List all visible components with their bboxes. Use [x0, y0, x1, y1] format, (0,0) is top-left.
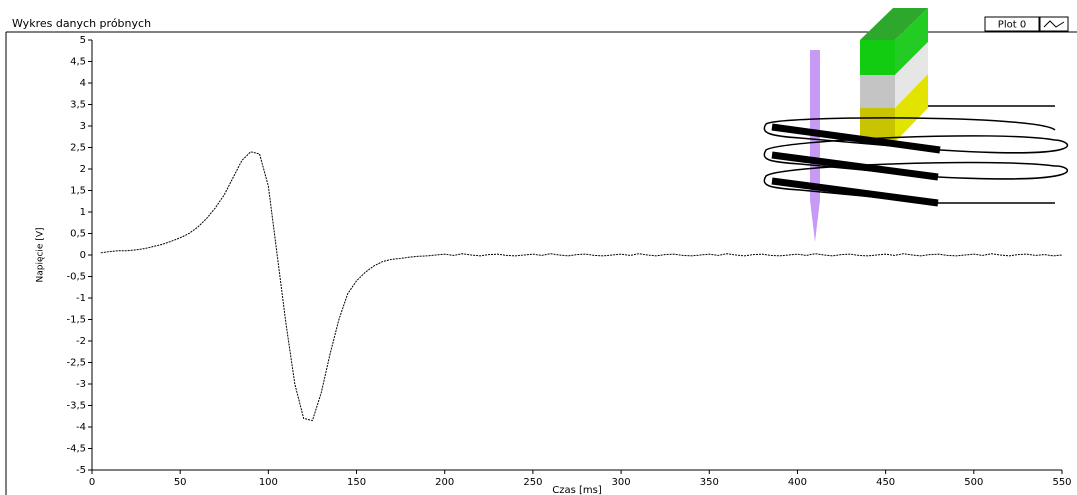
y-tick-label: -0,5 [66, 272, 86, 283]
y-tick-label: -3 [76, 379, 86, 390]
y-tick-label: -4,5 [66, 444, 86, 455]
y-tick-label: 4 [80, 78, 86, 89]
block-green [860, 40, 895, 75]
y-tick-label: -1,5 [66, 315, 86, 326]
y-tick-label: -1 [76, 293, 86, 304]
y-tick-label: 3,5 [70, 100, 86, 111]
x-tick-label: 550 [1052, 477, 1071, 488]
y-tick-label: -4 [76, 422, 86, 433]
x-tick-label: 100 [259, 477, 278, 488]
x-tick-label: 150 [347, 477, 366, 488]
y-tick-label: 1 [80, 207, 86, 218]
x-tick-label: 400 [788, 477, 807, 488]
y-tick-label: 0,5 [70, 229, 86, 240]
y-tick-label: 3 [80, 121, 86, 132]
x-tick-label: 200 [435, 477, 454, 488]
y-tick-label: 0 [80, 250, 86, 261]
y-tick-label: 5 [80, 35, 86, 46]
x-tick-label: 500 [964, 477, 983, 488]
x-tick-label: 350 [700, 477, 719, 488]
chart-title: Wykres danych próbnych [12, 17, 151, 30]
y-tick-label: -5 [76, 465, 86, 476]
legend-label: Plot 0 [998, 20, 1026, 31]
chart: Wykres danych próbnych Plot 0 Napięcie [… [0, 0, 1077, 495]
x-tick-label: 50 [174, 477, 187, 488]
y-tick-label: -3,5 [66, 401, 86, 412]
y-tick-label: -2 [76, 336, 86, 347]
x-tick-label: 250 [523, 477, 542, 488]
y-axis-label: Napięcie [V] [36, 227, 46, 282]
y-tick-label: -2,5 [66, 358, 86, 369]
block-grey [860, 75, 895, 108]
x-tick-label: 0 [89, 477, 95, 488]
y-tick-label: 2 [80, 164, 86, 175]
y-tick-label: 4,5 [70, 57, 86, 68]
y-tick-label: 1,5 [70, 186, 86, 197]
y-tick-label: 2,5 [70, 143, 86, 154]
x-tick-label: 300 [612, 477, 631, 488]
x-axis-label: Czas [ms] [552, 485, 602, 495]
legend-icon-box [1040, 17, 1068, 31]
x-tick-label: 450 [876, 477, 895, 488]
